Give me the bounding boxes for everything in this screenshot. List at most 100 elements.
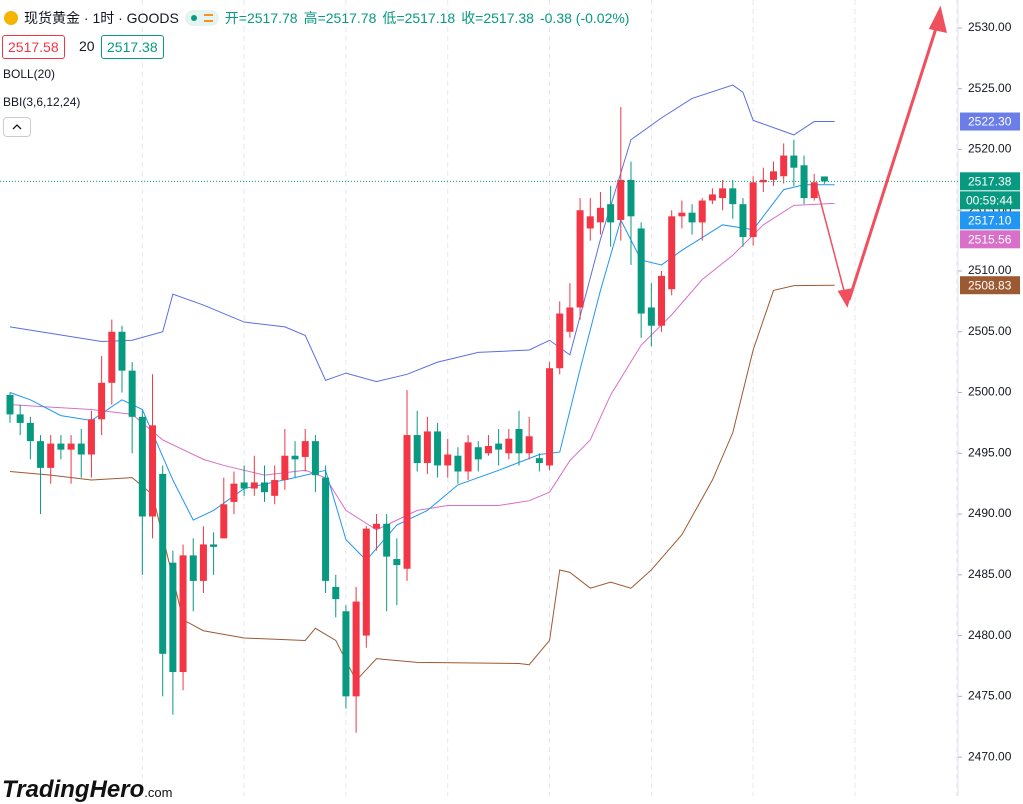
ohlc-high: 高=2517.78 bbox=[303, 10, 377, 26]
candle-body bbox=[220, 504, 228, 539]
ohlc-open: 开=2517.78 bbox=[224, 10, 298, 26]
candle-body bbox=[678, 212, 686, 217]
candle-body bbox=[322, 477, 330, 581]
candle-body bbox=[383, 523, 391, 557]
indicator-legend: BBI(3,6,12,24) bbox=[3, 95, 81, 109]
candle-body bbox=[108, 331, 116, 383]
candle-body bbox=[393, 559, 401, 566]
y-tick-label: 2520.00 bbox=[968, 142, 1012, 156]
price-tag bbox=[960, 211, 1020, 230]
indicator-line bbox=[9, 284, 835, 682]
candle-body bbox=[210, 544, 218, 547]
candle-body bbox=[820, 176, 828, 182]
y-tick-label: 2530.00 bbox=[968, 20, 1012, 34]
candle-body bbox=[759, 179, 767, 183]
price-tag-label: 2517.10 bbox=[968, 213, 1012, 227]
header: 现货黄金 · 1时 · GOODS 开=2517.78 高=2517.78 低=… bbox=[4, 8, 629, 28]
indicator-line bbox=[9, 84, 835, 383]
candle-body bbox=[189, 555, 197, 581]
candle-body bbox=[596, 207, 604, 223]
y-tick-label: 2500.00 bbox=[968, 385, 1012, 399]
watermark-text: TradingHero bbox=[2, 776, 145, 803]
candle-body bbox=[301, 441, 309, 457]
candle-body bbox=[271, 480, 279, 496]
candle-body bbox=[16, 414, 24, 423]
candle-body bbox=[342, 611, 350, 697]
plot bbox=[0, 84, 958, 733]
indicator-line bbox=[9, 184, 835, 561]
price-tag bbox=[960, 112, 1020, 131]
candle-body bbox=[138, 416, 146, 517]
candle-body bbox=[352, 601, 360, 697]
price-tag-label: 2515.56 bbox=[968, 232, 1012, 246]
candle-body bbox=[607, 204, 615, 223]
y-tick-label: 2525.00 bbox=[968, 81, 1012, 95]
candle-body bbox=[505, 438, 513, 454]
price-tag bbox=[960, 276, 1020, 295]
indicator-line bbox=[9, 202, 835, 531]
candle-body bbox=[98, 382, 106, 420]
candle-body bbox=[67, 443, 75, 450]
candle-body bbox=[87, 419, 95, 455]
price-axis: 2470.00 2475.00 2480.00 2485.00 2490.00 2495.… bbox=[958, 20, 1020, 763]
candle-body bbox=[372, 523, 380, 529]
candle-body bbox=[26, 422, 34, 442]
candle-body bbox=[250, 482, 258, 489]
candle-body bbox=[627, 179, 635, 217]
candle-body bbox=[546, 368, 554, 466]
candle-body bbox=[566, 307, 574, 332]
candle-body bbox=[535, 458, 543, 464]
candle-body bbox=[515, 428, 523, 454]
candle-body bbox=[770, 171, 777, 180]
candle-body bbox=[637, 228, 645, 314]
candle-body bbox=[474, 447, 482, 460]
candle-body bbox=[159, 473, 167, 654]
candle-body bbox=[729, 188, 737, 205]
candle-body bbox=[708, 194, 716, 201]
y-tick-label: 2480.00 bbox=[968, 628, 1012, 642]
y-tick-label: 2495.00 bbox=[968, 445, 1012, 459]
candle-body bbox=[77, 443, 85, 455]
y-tick-label: 2475.00 bbox=[968, 689, 1012, 703]
candle-body bbox=[149, 425, 157, 517]
ohlc-low: 低=2517.18 bbox=[382, 10, 456, 26]
candle-body bbox=[464, 442, 472, 472]
candle-body bbox=[403, 435, 411, 569]
candle-body bbox=[617, 179, 625, 220]
countdown-tag bbox=[960, 191, 1020, 210]
candle-body bbox=[749, 182, 757, 237]
price-tag-label: 2522.30 bbox=[968, 115, 1012, 129]
bid-button[interactable]: 2517.58 bbox=[2, 35, 65, 59]
arrow-drawing bbox=[816, 5, 948, 308]
candle-body bbox=[647, 307, 655, 326]
candle-body bbox=[454, 455, 462, 472]
collapse-button[interactable] bbox=[3, 117, 31, 137]
watermark-suffix: .com bbox=[144, 785, 173, 800]
price-tag bbox=[960, 172, 1020, 191]
candle-body bbox=[668, 216, 676, 290]
ohlc-change: -0.38 (-0.02%) bbox=[539, 10, 630, 26]
candle-body bbox=[128, 370, 136, 417]
candle-body bbox=[57, 443, 65, 450]
candle-body bbox=[199, 544, 207, 581]
arrow-up-line bbox=[847, 21, 940, 301]
candle-body bbox=[556, 313, 564, 369]
y-tick-label: 2485.00 bbox=[968, 567, 1012, 581]
y-tick-label: 2470.00 bbox=[968, 749, 1012, 763]
candle-body bbox=[118, 331, 126, 371]
candle-body bbox=[362, 528, 370, 636]
candle-body bbox=[332, 586, 340, 600]
candle-body bbox=[230, 483, 238, 502]
y-tick-label: 2505.00 bbox=[968, 324, 1012, 338]
spread: 20 bbox=[79, 38, 95, 54]
symbol-title: 现货黄金 · 1时 · GOODS bbox=[24, 10, 179, 26]
candle-body bbox=[698, 200, 706, 223]
ask-button[interactable]: 2517.38 bbox=[101, 35, 164, 59]
price-tag-label: 2508.83 bbox=[968, 278, 1012, 292]
candle-body bbox=[311, 441, 319, 476]
candle-body bbox=[261, 482, 268, 493]
candle-body bbox=[37, 441, 45, 468]
candle-body bbox=[658, 275, 666, 326]
